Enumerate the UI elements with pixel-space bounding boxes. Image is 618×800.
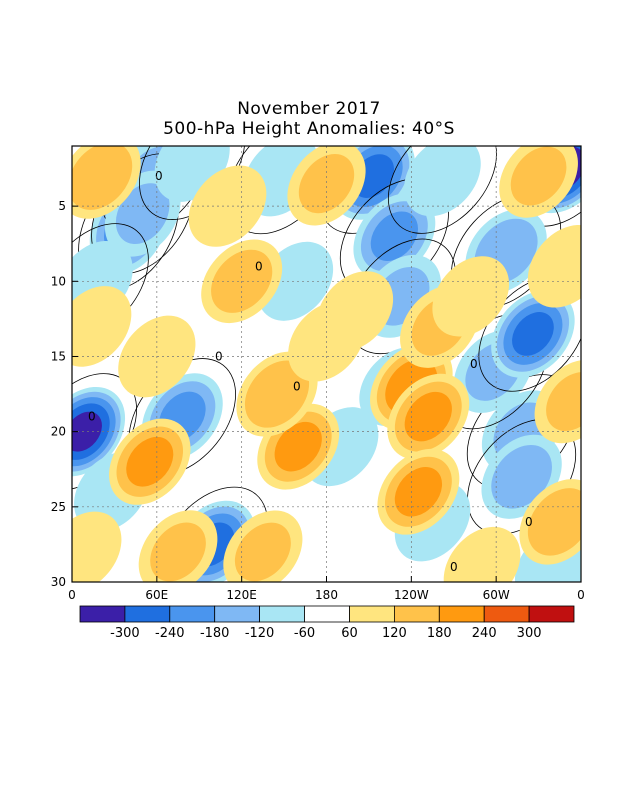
anomaly-cell bbox=[287, 146, 366, 226]
colorbar-label: -120 bbox=[245, 626, 275, 641]
y-tick-label: 25 bbox=[51, 500, 66, 514]
colorbar-swatch bbox=[169, 605, 216, 623]
colorbar-swatch bbox=[259, 605, 305, 623]
anomaly-contour bbox=[115, 183, 170, 245]
y-tick-label: 20 bbox=[51, 425, 66, 439]
anomaly-cell bbox=[72, 511, 122, 582]
y-tick-label: 5 bbox=[58, 199, 66, 213]
colorbar-swatch bbox=[349, 605, 395, 623]
anomaly-contour bbox=[491, 444, 552, 509]
colorbar-swatch bbox=[304, 605, 350, 623]
colorbar-label: 240 bbox=[472, 626, 497, 641]
anomaly-contour bbox=[72, 146, 133, 210]
anomaly-contour bbox=[394, 467, 443, 517]
anomaly-cell bbox=[387, 373, 470, 460]
zero-contour-label: 0 bbox=[255, 259, 263, 273]
anomaly-contour bbox=[370, 211, 419, 261]
zero-contour-label: 0 bbox=[525, 515, 533, 529]
x-axis: 0 60E 120E 180 120W 60W 0 bbox=[68, 576, 585, 602]
y-tick-label: 30 bbox=[51, 575, 66, 589]
x-tick-label: 60W bbox=[483, 588, 510, 602]
zero-contour-label: 0 bbox=[450, 560, 458, 574]
colorbar-swatch bbox=[124, 605, 171, 623]
y-tick-label: 10 bbox=[51, 274, 66, 288]
colorbar-label: 180 bbox=[427, 626, 452, 641]
anomaly-contour bbox=[126, 436, 174, 487]
colorbar-swatch bbox=[483, 605, 530, 623]
anomaly-cell bbox=[534, 359, 581, 444]
anomaly-contour bbox=[510, 146, 567, 206]
anomaly-cell bbox=[109, 418, 191, 505]
anomaly-contour bbox=[404, 146, 481, 217]
anomaly-contour bbox=[234, 522, 291, 582]
anomaly-cell bbox=[377, 448, 460, 535]
colorbar-swatch bbox=[393, 605, 440, 623]
colorbar-label: 120 bbox=[382, 626, 407, 641]
x-tick-label: 120E bbox=[226, 588, 257, 602]
zero-contour-label: 0 bbox=[63, 319, 71, 333]
chart-subtitle: 500-hPa Height Anomalies: 40°S bbox=[163, 119, 455, 139]
anomaly-cell bbox=[138, 510, 218, 582]
colorbar-swatch bbox=[79, 605, 126, 623]
colorbar-label: 300 bbox=[517, 626, 542, 641]
anomaly-contour bbox=[72, 286, 132, 367]
zero-contour-label: 0 bbox=[88, 410, 96, 424]
y-axis: 5 10 15 20 25 30 bbox=[51, 199, 78, 589]
colorbar-swatch bbox=[438, 605, 485, 623]
colorbar-label: -60 bbox=[294, 626, 315, 641]
anomaly-cell bbox=[478, 276, 581, 392]
zero-contour-label: 0 bbox=[470, 357, 478, 371]
colorbar-label: -300 bbox=[110, 626, 140, 641]
colorbar-label: -180 bbox=[200, 626, 230, 641]
y-tick-label: 15 bbox=[51, 349, 66, 363]
colorbar-label: -240 bbox=[155, 626, 185, 641]
anomaly-cell bbox=[443, 526, 521, 582]
zero-contour-label: 0 bbox=[293, 380, 301, 394]
x-tick-label: 120W bbox=[394, 588, 429, 602]
anomaly-contour bbox=[527, 488, 581, 556]
colorbar-swatch bbox=[528, 605, 575, 623]
anomaly-contour bbox=[274, 421, 322, 472]
chart-title: November 2017 bbox=[237, 99, 381, 119]
x-tick-label: 0 bbox=[68, 588, 76, 602]
anomaly-contour bbox=[443, 526, 521, 582]
colorbar: -300 -240 -180 -120 -60 60 120 180 240 300 bbox=[79, 605, 575, 641]
anomaly-contour bbox=[512, 312, 554, 356]
anomaly-contour bbox=[527, 225, 581, 308]
zero-contour-line bbox=[387, 146, 497, 234]
anomaly-cell bbox=[72, 286, 132, 367]
anomaly-cell bbox=[527, 225, 581, 308]
anomaly-contour bbox=[298, 153, 355, 214]
x-tick-label: 60E bbox=[145, 588, 168, 602]
zero-contour-label: 0 bbox=[155, 169, 163, 183]
anomaly-contour bbox=[244, 360, 310, 428]
anomaly-contour bbox=[546, 372, 581, 432]
anomaly-cell bbox=[519, 479, 581, 565]
anomaly-cell bbox=[387, 146, 497, 234]
x-tick-label: 0 bbox=[577, 588, 585, 602]
anomaly-cell bbox=[72, 146, 141, 219]
colorbar-swatch bbox=[214, 605, 260, 623]
anomaly-cell bbox=[432, 256, 510, 337]
anomaly-cell bbox=[257, 403, 340, 490]
colorbar-label: 60 bbox=[341, 626, 358, 641]
x-tick-label: 180 bbox=[315, 588, 338, 602]
anomaly-cell bbox=[223, 510, 303, 582]
anomaly-contour bbox=[404, 391, 452, 442]
anomaly-contour bbox=[72, 511, 122, 582]
anomaly-contour bbox=[432, 256, 510, 337]
anomaly-cell bbox=[499, 146, 578, 218]
anomaly-contour bbox=[150, 522, 206, 582]
